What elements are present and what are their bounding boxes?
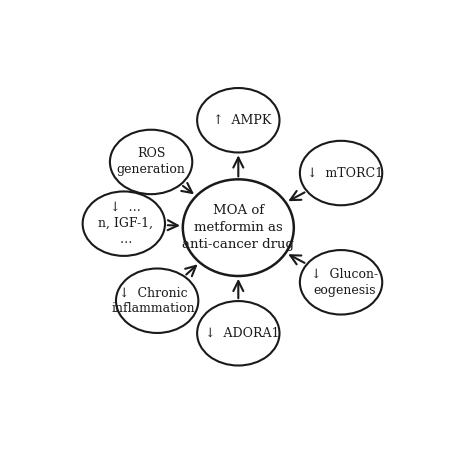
Bar	[417, 56, 465, 414]
Ellipse shape	[183, 179, 294, 276]
Text: ROS
generation: ROS generation	[117, 147, 186, 176]
Ellipse shape	[83, 192, 165, 256]
Text: ↓  Chronic
inflammation: ↓ Chronic inflammation	[112, 286, 195, 315]
Ellipse shape	[116, 268, 199, 333]
Ellipse shape	[300, 250, 382, 314]
Text: ↓  mTORC1: ↓ mTORC1	[306, 166, 383, 179]
Text: ↓  ADORA1: ↓ ADORA1	[205, 327, 279, 340]
Bar	[60, 0, 417, 56]
Ellipse shape	[197, 301, 279, 365]
Text: MOA of
metformin as
anti-cancer drug: MOA of metformin as anti-cancer drug	[182, 204, 294, 251]
Text: ↑  AMPK: ↑ AMPK	[213, 114, 271, 127]
Bar	[60, 414, 417, 465]
Ellipse shape	[110, 130, 192, 194]
Ellipse shape	[197, 88, 279, 153]
Ellipse shape	[300, 141, 382, 205]
Text: ↓  Glucon-
eogenesis: ↓ Glucon- eogenesis	[311, 268, 378, 297]
Bar	[0, 56, 60, 414]
Text: ↓  …
n, IGF-1,
…: ↓ … n, IGF-1, …	[98, 201, 153, 246]
